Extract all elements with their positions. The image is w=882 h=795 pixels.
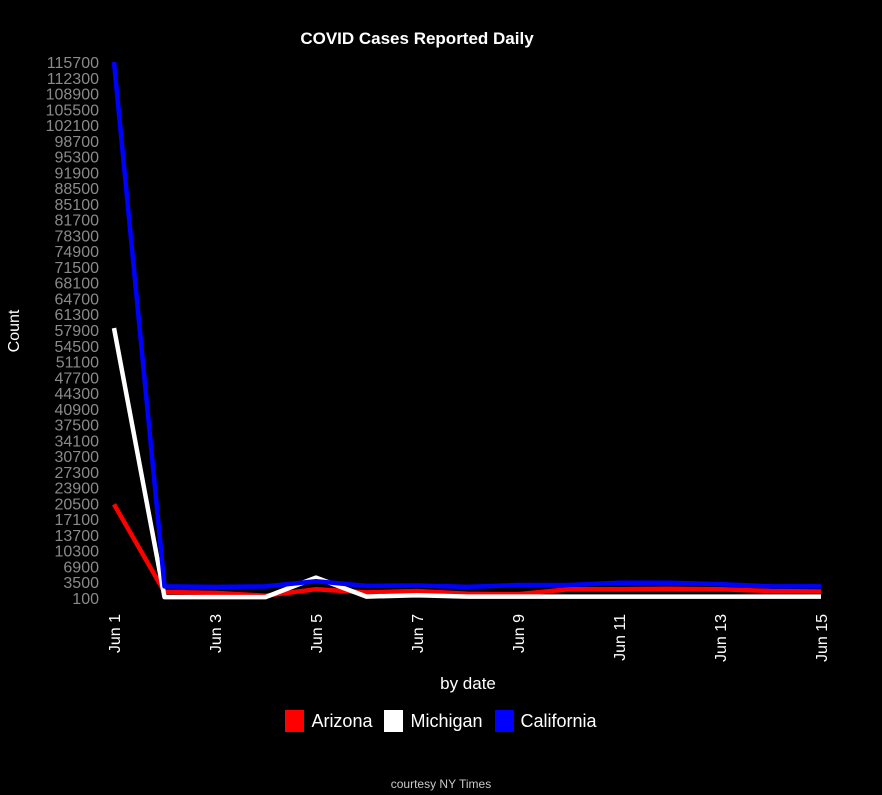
y-tick-label: 78300 (55, 228, 100, 245)
y-tick-label: 91900 (55, 165, 100, 182)
y-tick-label: 10300 (55, 544, 100, 561)
y-tick-label: 71500 (55, 260, 100, 277)
x-tick-label: Jun 11 (612, 614, 629, 661)
line-chart: COVID Cases Reported Daily Count by date… (6, 29, 831, 693)
y-tick-label: 74900 (55, 244, 100, 261)
y-tick-label: 6900 (63, 559, 99, 576)
y-tick-label: 115700 (47, 55, 99, 72)
legend-swatch-michigan (384, 710, 404, 732)
y-tick-label: 88500 (55, 181, 100, 198)
y-tick-label: 105500 (46, 102, 99, 119)
x-tick-label: Jun 5 (309, 614, 326, 653)
y-tick-label: 108900 (46, 87, 99, 104)
y-tick-label: 100 (72, 591, 99, 608)
y-tick-label: 30700 (55, 449, 100, 466)
y-tick-label: 47700 (55, 370, 100, 387)
y-tick-label: 13700 (55, 528, 100, 545)
y-tick-label: 17100 (55, 512, 100, 529)
y-tick-label: 68100 (55, 276, 100, 293)
y-axis-label: Count (6, 309, 23, 352)
x-tick-label: Jun 7 (410, 614, 427, 653)
y-tick-label: 102100 (46, 118, 99, 135)
x-tick-label: Jun 13 (713, 614, 730, 662)
series-line-michigan (111, 327, 821, 600)
chart-title: COVID Cases Reported Daily (300, 29, 534, 48)
y-tick-label: 64700 (55, 291, 100, 308)
y-tick-label: 51100 (56, 355, 99, 372)
legend-label-arizona: Arizona (311, 710, 373, 731)
y-tick-label: 95300 (55, 150, 100, 167)
credit-text: courtesy NY Times (390, 777, 492, 791)
legend: Arizona Michigan California (0, 710, 882, 732)
y-tick-label: 98700 (55, 134, 100, 151)
legend-swatch-arizona (285, 710, 305, 732)
y-tick-label: 23900 (55, 481, 100, 498)
x-tick-label: Jun 15 (814, 614, 831, 662)
y-tick-label: 40900 (55, 402, 100, 419)
series-line-california (111, 61, 821, 590)
series-lines (111, 61, 822, 600)
y-tick-label: 81700 (55, 213, 100, 230)
x-tick-label: Jun 9 (511, 614, 528, 653)
y-tick-label: 20500 (55, 496, 100, 513)
y-tick-label: 57900 (55, 323, 100, 340)
y-tick-label: 34100 (55, 433, 100, 450)
y-axis-ticks: 1003500690010300137001710020500239002730… (46, 55, 99, 608)
y-tick-label: 37500 (55, 418, 100, 435)
legend-item-michigan[interactable]: Michigan (384, 710, 483, 732)
y-tick-label: 44300 (55, 386, 100, 403)
y-tick-label: 27300 (55, 465, 100, 482)
legend-label-california: California (520, 710, 597, 731)
series-line-arizona (112, 503, 822, 598)
y-tick-label: 54500 (55, 339, 100, 356)
x-tick-label: Jun 1 (107, 614, 124, 653)
y-tick-label: 3500 (63, 575, 99, 592)
x-tick-label: Jun 3 (208, 614, 225, 653)
y-tick-label: 112300 (47, 71, 99, 88)
y-tick-label: 61300 (55, 307, 100, 324)
legend-label-michigan: Michigan (410, 710, 483, 731)
legend-item-arizona[interactable]: Arizona (285, 710, 372, 732)
y-tick-label: 85100 (55, 197, 100, 214)
legend-item-california[interactable]: California (494, 710, 597, 732)
x-axis-label: by date (440, 674, 496, 693)
legend-swatch-california (494, 710, 514, 732)
x-axis-ticks: Jun 1 Jun 3 Jun 5 Jun 7 Jun 9 Jun 11 Jun 13 Jun… (107, 614, 831, 662)
